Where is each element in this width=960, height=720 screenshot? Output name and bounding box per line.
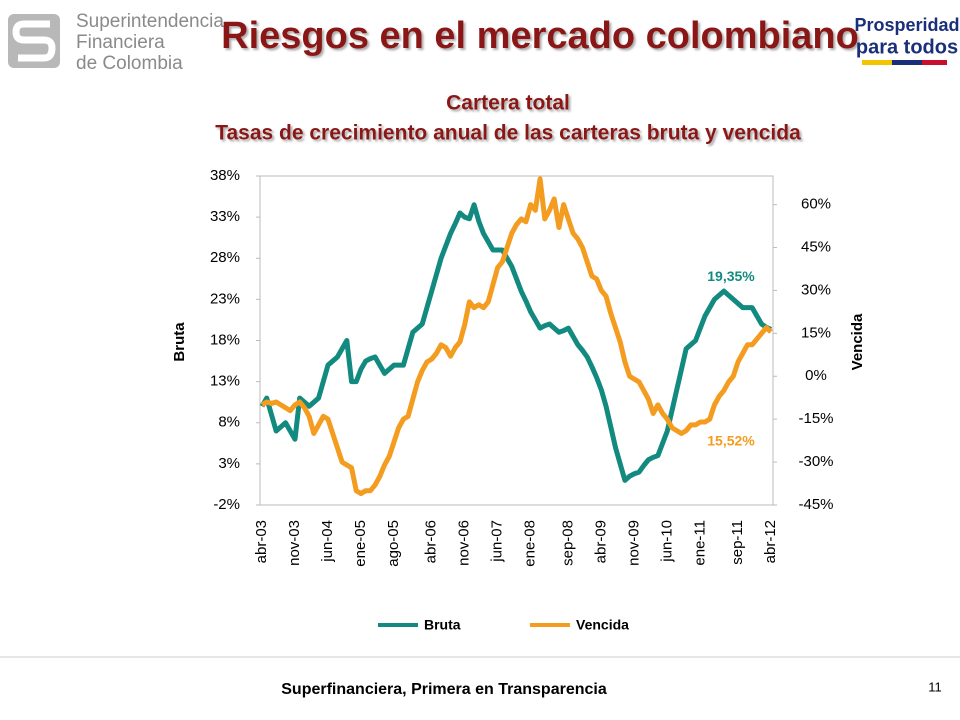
y-tick-label: 3% — [218, 455, 240, 472]
org-name: Financiera — [76, 32, 165, 53]
y-axis-label: Bruta — [171, 322, 188, 362]
x-tick-label: abr-09 — [592, 520, 609, 563]
y-tick-label: -2% — [213, 496, 240, 513]
x-tick-label: abr-03 — [253, 520, 270, 563]
gov-logo: Prosperidad para todos — [854, 15, 960, 65]
org-name: Superintendencia — [76, 11, 224, 32]
footer-text: Superfinanciera, Primera en Transparenci… — [281, 681, 607, 698]
page-number: 11 — [928, 679, 942, 694]
x-tick-label: ene-05 — [352, 520, 369, 567]
y-tick-label: 18% — [210, 331, 240, 348]
y2-tick-label: -45% — [798, 496, 833, 513]
slide-title: Riesgos en el mercado colombiano — [221, 15, 859, 57]
legend-label: Vencida — [576, 617, 629, 633]
chart-subtitle: Tasas de crecimiento anual de las carter… — [215, 122, 801, 145]
y2-tick-label: 15% — [801, 324, 831, 341]
series-line — [260, 176, 773, 497]
y2-axis-label: Vencida — [849, 313, 866, 370]
y2-tick-label: -30% — [798, 453, 833, 470]
x-tick-label: nov-06 — [456, 520, 473, 566]
series-line — [259, 202, 773, 483]
org-name: de Colombia — [76, 53, 183, 74]
y2-tick-label: 30% — [801, 281, 831, 298]
y-tick-label: 8% — [218, 414, 240, 431]
x-tick-label: sep-08 — [559, 520, 576, 566]
x-tick-label: abr-12 — [762, 520, 779, 563]
y-tick-label: 38% — [210, 167, 240, 184]
x-tick-label: ago-05 — [385, 520, 402, 567]
x-tick-label: ene-11 — [691, 520, 708, 566]
y-tick-label: 13% — [210, 373, 240, 390]
y2-tick-label: -15% — [798, 410, 833, 427]
org-logo: Superintendencia Financiera de Colombia — [8, 11, 224, 74]
y2-tick-label: 60% — [801, 196, 831, 213]
x-tick-label: nov-09 — [625, 520, 642, 566]
x-tick-label: ene-08 — [522, 520, 539, 567]
y-tick-label: 23% — [210, 290, 240, 307]
x-tick-label: sep-11 — [729, 520, 746, 565]
legend-label: Bruta — [424, 617, 461, 633]
y-tick-label: 28% — [210, 249, 240, 266]
x-tick-label: nov-03 — [286, 520, 303, 566]
x-tick-label: jun-10 — [658, 520, 675, 563]
logo-text: para todos — [856, 36, 958, 58]
y2-tick-label: 45% — [801, 238, 831, 255]
y-tick-label: 33% — [210, 208, 240, 225]
x-tick-label: abr-06 — [423, 520, 440, 563]
x-tick-label: jun-07 — [489, 520, 506, 563]
y2-tick-label: 0% — [805, 367, 827, 384]
data-label: 19,35% — [707, 268, 755, 284]
logo-text: Prosperidad — [854, 15, 959, 35]
chart-title: Cartera total — [446, 92, 570, 115]
data-label: 15,52% — [707, 433, 755, 449]
x-tick-label: jun-04 — [319, 520, 336, 563]
